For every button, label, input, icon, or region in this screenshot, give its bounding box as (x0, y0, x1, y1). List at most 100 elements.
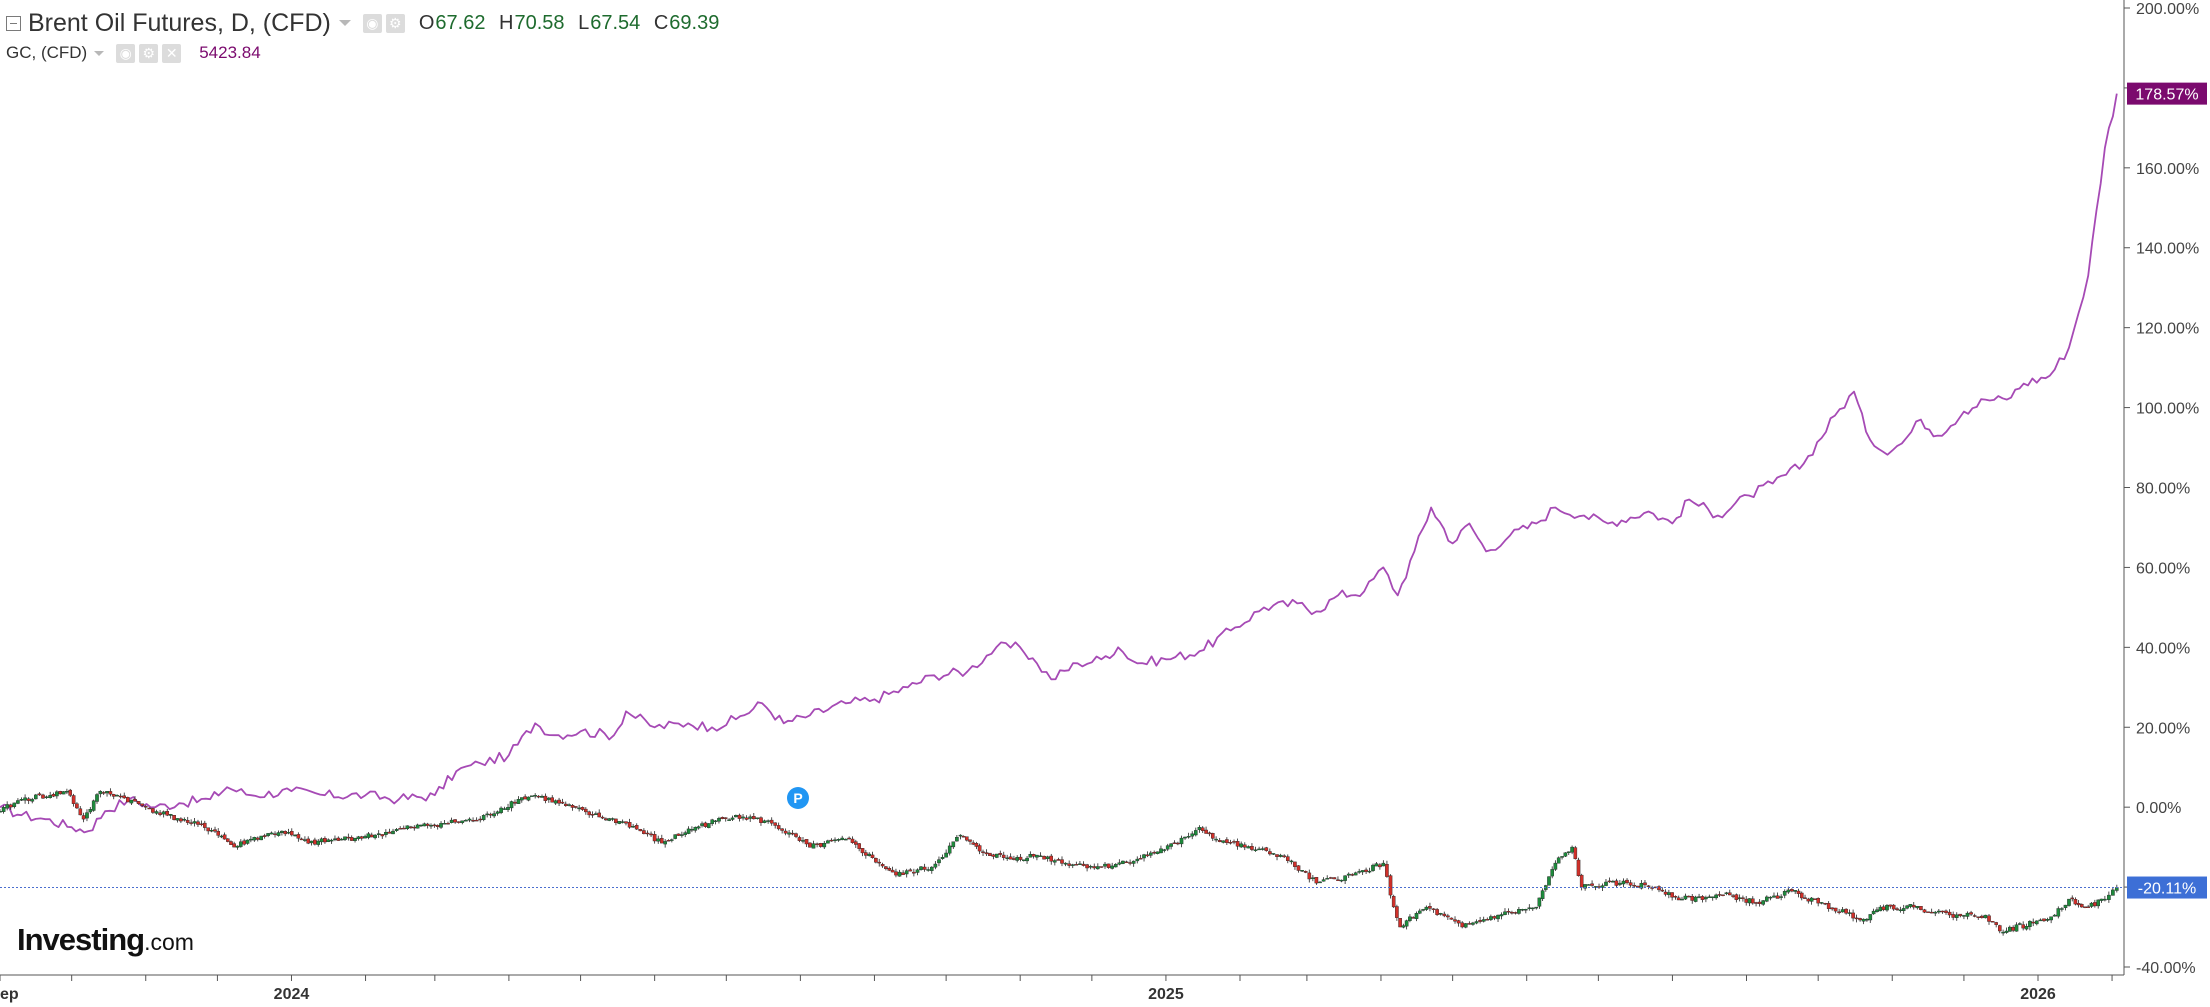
candle-body (1169, 843, 1173, 847)
candle-body (299, 838, 304, 841)
candle-body (1885, 905, 1889, 911)
candle-body (968, 839, 972, 842)
candle-body (1095, 866, 1100, 870)
candle-body (1673, 896, 1678, 898)
candle-body (492, 813, 496, 817)
candle-body (409, 826, 413, 828)
candle-body (1092, 866, 1097, 869)
candle-body (26, 798, 31, 801)
candle-body (944, 852, 948, 858)
candle-body (607, 818, 611, 821)
candle-body (955, 837, 959, 842)
eye-icon[interactable]: ◉ (362, 13, 382, 33)
candle-body (16, 800, 20, 804)
compare-series-title[interactable]: GC, (CFD) (6, 43, 88, 62)
candle-body (1997, 925, 2002, 932)
event-marker[interactable] (786, 786, 809, 809)
candle-body (242, 840, 247, 845)
candle-body (547, 797, 551, 800)
candle-body (912, 871, 916, 874)
candle-body (683, 832, 687, 835)
candle-body (1012, 858, 1016, 860)
candle-body (1680, 898, 1684, 901)
candle-body (1162, 849, 1167, 851)
candle-body (1424, 906, 1429, 910)
candle-body (115, 795, 119, 797)
candle-body (1388, 875, 1393, 896)
candle-body (313, 839, 317, 845)
candle-body (425, 823, 430, 826)
candle-body (1697, 896, 1701, 898)
main-series-title[interactable]: Brent Oil Futures, D, (CFD) (28, 8, 331, 37)
candle-body (826, 840, 830, 844)
candle-body (1110, 865, 1114, 869)
candle-body (2107, 894, 2111, 900)
gear-icon[interactable]: ⚙ (385, 13, 405, 33)
candle-body (1816, 898, 1820, 904)
candle-body (415, 824, 420, 829)
candle-body (1868, 914, 1873, 921)
gold-series-line[interactable] (0, 93, 2118, 834)
candle-body (91, 800, 96, 811)
candle-body (988, 852, 992, 856)
candle-body (1940, 910, 1945, 913)
candle-body (1614, 880, 1619, 886)
candle-body (790, 832, 795, 835)
candle-body (1600, 885, 1605, 888)
candle-body (550, 797, 554, 803)
candle-body (897, 871, 902, 877)
candle-body (1628, 882, 1633, 886)
candle-body (1958, 913, 1963, 917)
collapse-legend-button[interactable] (6, 15, 21, 31)
close-icon[interactable]: ✕ (162, 43, 182, 63)
candle-body (1456, 920, 1461, 924)
candle-body (520, 797, 524, 801)
candle-body (1278, 854, 1283, 857)
candle-body (696, 826, 701, 829)
candle-body (1878, 906, 1883, 912)
candle-body (446, 823, 450, 825)
candle-body (557, 799, 561, 804)
candle-body (1142, 854, 1146, 859)
eye-icon[interactable]: ◉ (116, 43, 136, 63)
candle-body (1478, 920, 1482, 922)
candle-body (48, 795, 52, 799)
candle-body (1747, 898, 1752, 904)
candle-body (1523, 909, 1528, 911)
candle-body (81, 815, 86, 820)
candle-body (1135, 858, 1140, 862)
x-tick-label: 2025 (1148, 986, 1184, 1003)
candle-body (1303, 871, 1308, 873)
candle-body (1404, 920, 1409, 927)
candle-body (776, 825, 781, 830)
chevron-down-icon[interactable] (338, 20, 351, 26)
chevron-down-icon[interactable] (94, 50, 105, 56)
candle-body (373, 834, 377, 839)
candle-body (2007, 926, 2012, 932)
candle-body (1506, 911, 1511, 913)
candle-body (1343, 875, 1347, 881)
candle-body (631, 826, 635, 828)
candle-body (65, 791, 69, 793)
candle-body (890, 869, 895, 873)
candle-body (1467, 923, 1472, 925)
candle-body (1707, 896, 1712, 898)
candle-body (2093, 902, 2097, 907)
y-tick-label: 20.00% (2136, 720, 2190, 737)
candle-body (1979, 915, 1984, 918)
candle-body (673, 834, 677, 839)
candle-body (1972, 915, 1977, 917)
candle-body (202, 822, 207, 828)
candle-body (808, 842, 812, 848)
candle-body (1485, 919, 1490, 921)
candle-body (1431, 908, 1436, 910)
candle-body (179, 818, 183, 822)
candle-body (797, 837, 802, 841)
candle-body (617, 821, 622, 824)
candle-body (1803, 897, 1807, 899)
candle-body (1499, 914, 1504, 917)
gear-icon[interactable]: ⚙ (139, 43, 159, 63)
candle-body (1537, 897, 1542, 907)
candle-body (30, 799, 35, 802)
